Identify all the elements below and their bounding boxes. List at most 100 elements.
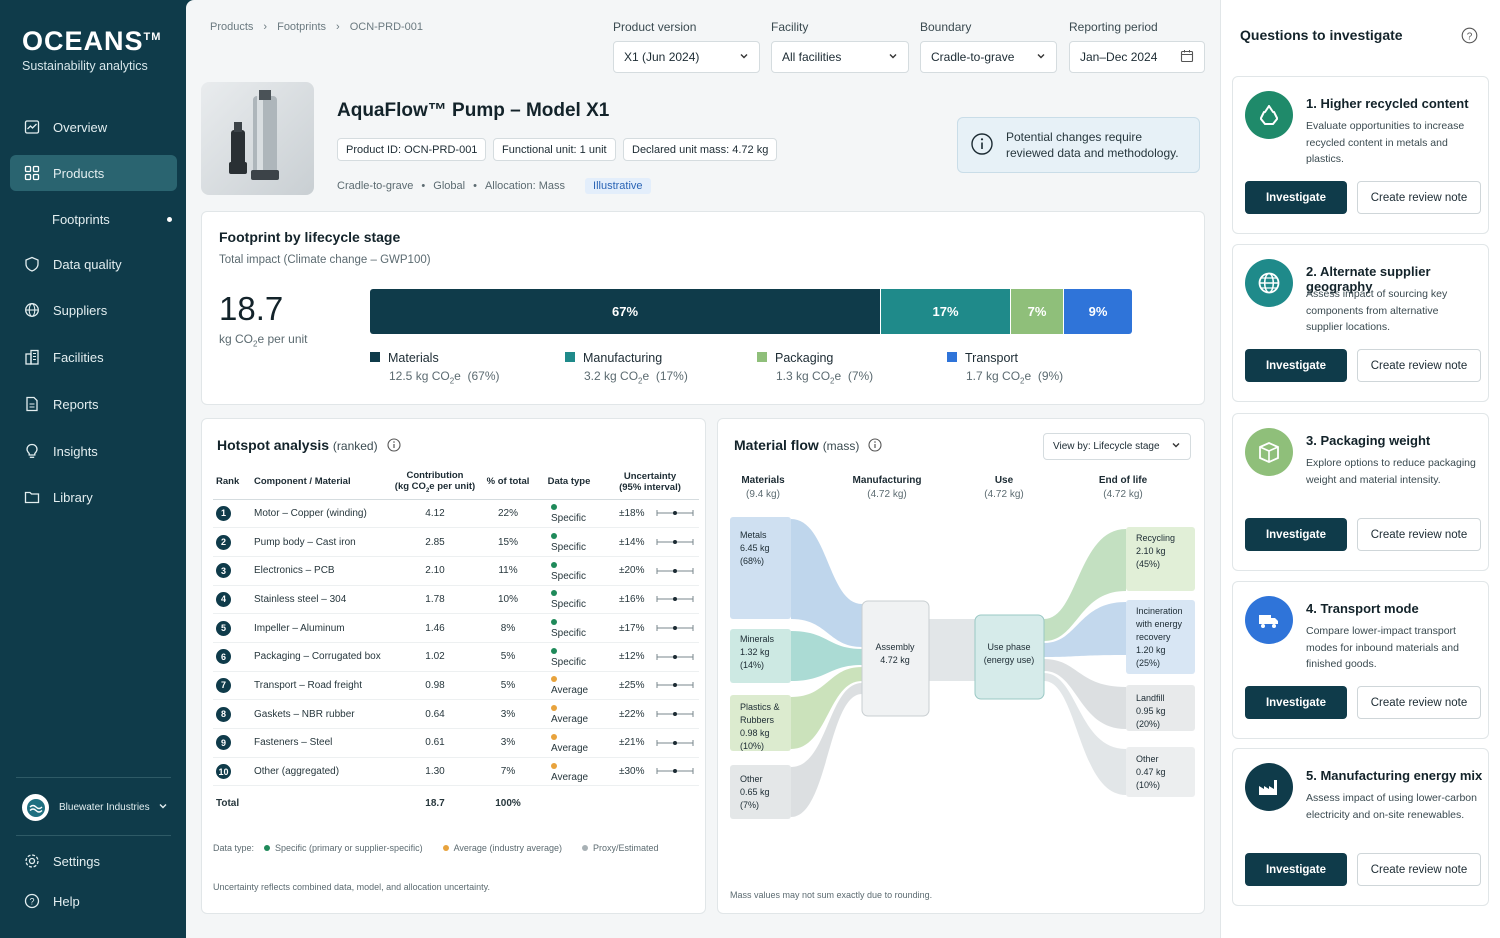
svg-text:Minerals: Minerals [740,634,775,644]
info-icon[interactable] [868,438,882,455]
uncertainty-cell: ±17% [601,613,699,643]
table-row[interactable]: 2 Pump body – Cast iron 2.85 15% Specific ±14… [213,527,699,557]
col-manufacturing: Manufacturing [853,475,922,486]
breadcrumb-footprints[interactable]: Footprints [277,21,327,33]
table-row[interactable]: 6 Packaging – Corrugated box 1.02 5% Specifi… [213,642,699,672]
col-materials: Materials [741,475,785,486]
calendar-icon [1180,49,1194,66]
total-row: Total 18.7 100% [213,786,699,820]
question-card: 1. Higher recycled content Evaluate oppor… [1232,76,1489,234]
node-other-input[interactable] [730,765,791,819]
table-row[interactable]: 1 Motor – Copper (winding) 4.12 22% Specific… [213,499,699,529]
nav-help[interactable]: ? Help [10,883,177,919]
table-row[interactable]: 9 Fasteners – Steel 0.61 3% Average ±21% [213,728,699,758]
sidebar-divider [16,835,171,836]
node-plastics[interactable] [730,695,791,751]
nav-data-quality[interactable]: Data quality [10,246,177,282]
boundary-select[interactable]: Cradle-to-grave [920,41,1057,73]
nav-library[interactable]: Library [10,479,177,515]
component-cell: Gaskets – NBR rubber [251,699,391,729]
nav-footprints[interactable]: Footprints [10,201,177,237]
nav-settings[interactable]: Settings [10,843,177,879]
total-contribution: 18.7 [425,797,445,809]
table-row[interactable]: 7 Transport – Road freight 0.98 5% Average ±2… [213,671,699,701]
chevron-right-icon: › [336,21,340,33]
create-review-note-button[interactable]: Create review note [1357,518,1481,551]
legend-name: Packaging [775,351,834,365]
nav-reports[interactable]: Reports [10,386,177,422]
node-minerals[interactable] [730,629,791,683]
question-title: 4. Transport mode [1306,601,1419,616]
investigate-button[interactable]: Investigate [1245,181,1347,214]
uncertainty-cell: ±30% [601,757,699,787]
node-other-eol[interactable] [1126,747,1195,797]
question-description: Assess impact of using lower-carbon elec… [1306,792,1477,821]
rank-badge: 9 [216,735,231,751]
pct-cell: 5% [479,671,537,701]
question-card: 5. Manufacturing energy mix Assess impact… [1232,748,1489,906]
table-row[interactable]: 8 Gaskets – NBR rubber 0.64 3% Average ±22% [213,699,699,729]
datatype-cell: Specific [537,556,601,586]
brand-logo[interactable]: OCEANSTM [22,26,162,56]
bar-segment-packaging[interactable]: 7% [1011,289,1063,334]
nav-facilities[interactable]: Facilities [10,339,177,375]
table-row[interactable]: 10 Other (aggregated) 1.30 7% Average ±30% [213,757,699,787]
product-version-select[interactable]: X1 (Jun 2024) [613,41,760,73]
flow-eol-other [1044,673,1126,795]
pct-cell: 8% [479,613,537,643]
question-description: Evaluate opportunities to increase recyc… [1306,120,1465,165]
svg-text:0.47 kg: 0.47 kg [1136,767,1166,777]
create-review-note-button[interactable]: Create review note [1357,349,1481,382]
reporting-period-select[interactable]: Jan–Dec 2024 [1069,41,1205,73]
table-row[interactable]: 5 Impeller – Aluminum 1.46 8% Specific ±17% [213,613,699,643]
filter-facility: Facility All facilities [771,20,909,73]
node-assembly[interactable] [861,600,930,717]
node-metals[interactable] [730,517,791,619]
node-incineration[interactable] [1126,600,1195,674]
node-recycling[interactable] [1126,527,1195,591]
breadcrumb: Products › Footprints › OCN-PRD-001 [210,21,423,33]
declared-mass-chip: Declared unit mass: 4.72 kg [623,138,778,161]
nav-insights[interactable]: Insights [10,433,177,469]
uncertainty-range-icon [656,596,694,603]
chevron-right-icon: › [263,21,268,33]
help-icon[interactable]: ? [1461,27,1478,49]
investigate-button[interactable]: Investigate [1245,853,1347,886]
contribution-cell: 0.61 [391,728,479,758]
bar-segment-materials[interactable]: 67% [370,289,880,334]
investigate-button[interactable]: Investigate [1245,518,1347,551]
questions-title: Questions to investigate [1240,27,1403,43]
datatype-cell: Specific [537,585,601,615]
node-use-phase[interactable] [974,614,1045,700]
material-flow-card: Material flow (mass) View by: Lifecycle … [717,418,1205,914]
info-icon[interactable] [386,438,401,455]
node-landfill[interactable] [1126,685,1195,731]
breadcrumb-products[interactable]: Products [210,21,254,33]
svg-text:Assembly: Assembly [875,642,915,652]
table-row[interactable]: 4 Stainless steel – 304 1.78 10% Specific ±16… [213,585,699,615]
nav-suppliers[interactable]: Suppliers [10,292,177,328]
recycle-icon [1245,91,1293,139]
investigate-button[interactable]: Investigate [1245,686,1347,719]
total-unit: kg CO2e per unit [219,332,308,349]
create-review-note-button[interactable]: Create review note [1357,686,1481,719]
svg-text:4.72 kg: 4.72 kg [880,655,910,665]
org-switcher[interactable]: Bluewater Industries [22,794,168,821]
table-row[interactable]: 3 Electronics – PCB 2.10 11% Specific ±20% [213,556,699,586]
col-manufacturing-mass: (4.72 kg) [867,489,906,500]
create-review-note-button[interactable]: Create review note [1357,853,1481,886]
nav-overview[interactable]: Overview [10,109,177,145]
create-review-note-button[interactable]: Create review note [1357,181,1481,214]
investigate-button[interactable]: Investigate [1245,349,1347,382]
nav-products[interactable]: Products [10,155,177,191]
facility-select[interactable]: All facilities [771,41,909,73]
rank-badge: 4 [216,591,231,607]
bar-segment-manufacturing[interactable]: 17% [881,289,1010,334]
bar-segment-transport[interactable]: 9% [1064,289,1132,334]
datatype-dot [551,590,557,597]
nav-suppliers-label: Suppliers [53,302,108,318]
legend-name: Manufacturing [583,351,663,365]
svg-text:1.32 kg: 1.32 kg [740,647,770,657]
view-by-select[interactable]: View by: Lifecycle stage [1043,433,1191,460]
illustrative-badge: Illustrative [585,178,651,194]
